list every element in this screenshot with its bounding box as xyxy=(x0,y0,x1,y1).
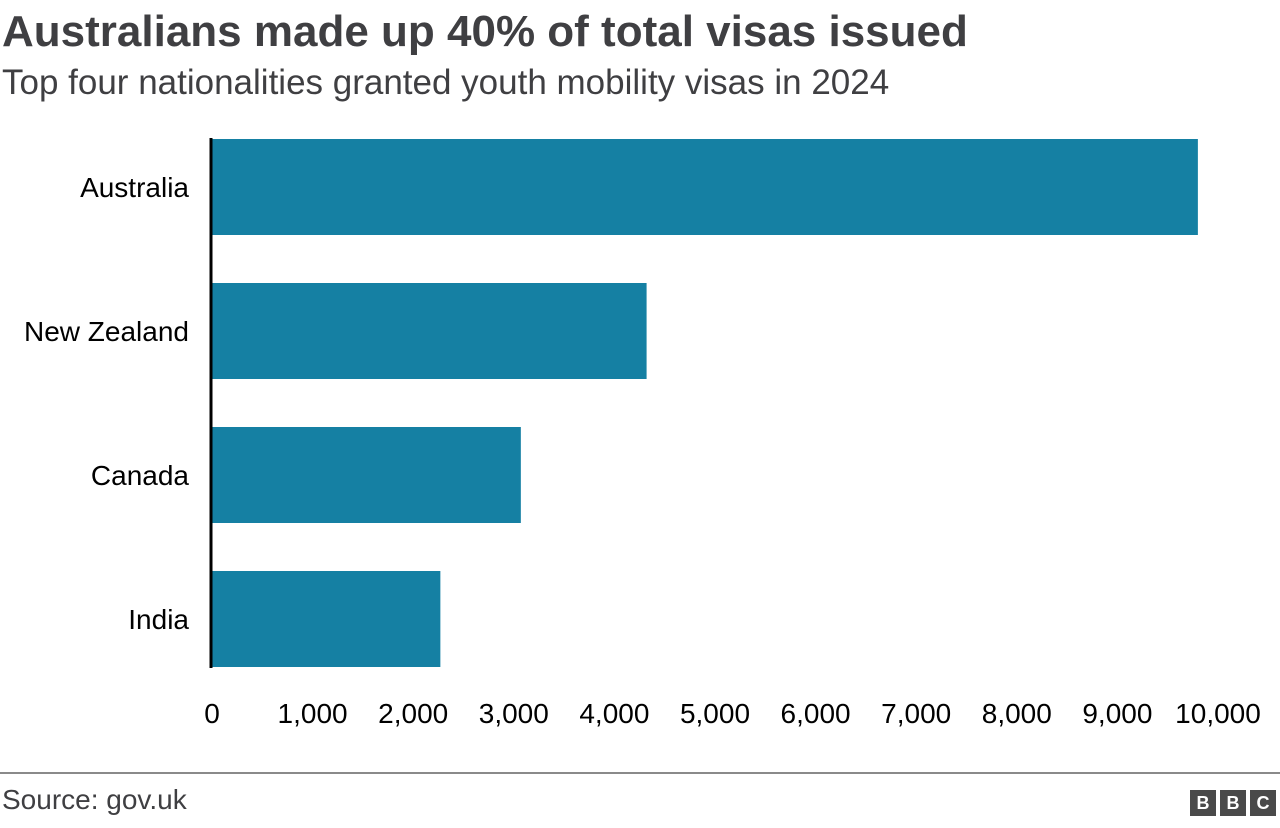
chart-title: Australians made up 40% of total visas i… xyxy=(2,7,968,56)
x-tick-label: 9,000 xyxy=(1082,698,1152,729)
category-label: Canada xyxy=(91,460,190,491)
logo-letter-b2: B xyxy=(1220,790,1246,816)
bar-chart: Australia New Zealand Canada India 0 1,000 2,0… xyxy=(24,138,1261,729)
x-tick-label: 8,000 xyxy=(982,698,1052,729)
bar-australia xyxy=(212,139,1198,235)
category-label: New Zealand xyxy=(24,316,189,347)
x-tick-label: 10,000 xyxy=(1175,698,1261,729)
x-tick-label: 2,000 xyxy=(378,698,448,729)
x-tick-label: 0 xyxy=(204,698,220,729)
category-label: India xyxy=(128,604,189,635)
x-tick-label: 3,000 xyxy=(479,698,549,729)
x-tick-label: 1,000 xyxy=(278,698,348,729)
bar-new-zealand xyxy=(212,283,647,379)
x-tick-label: 5,000 xyxy=(680,698,750,729)
footer-divider xyxy=(0,772,1280,774)
chart-subtitle: Top four nationalities granted youth mob… xyxy=(2,63,890,102)
logo-letter-b1: B xyxy=(1190,790,1216,816)
category-label: Australia xyxy=(80,172,189,203)
x-tick-label: 6,000 xyxy=(781,698,851,729)
bbc-logo: B B C xyxy=(1190,790,1276,816)
source-note: Source: gov.uk xyxy=(2,784,187,815)
x-tick-label: 7,000 xyxy=(881,698,951,729)
bar-india xyxy=(212,571,441,667)
bar-canada xyxy=(212,427,521,523)
x-tick-label: 4,000 xyxy=(579,698,649,729)
logo-letter-c: C xyxy=(1250,790,1276,816)
